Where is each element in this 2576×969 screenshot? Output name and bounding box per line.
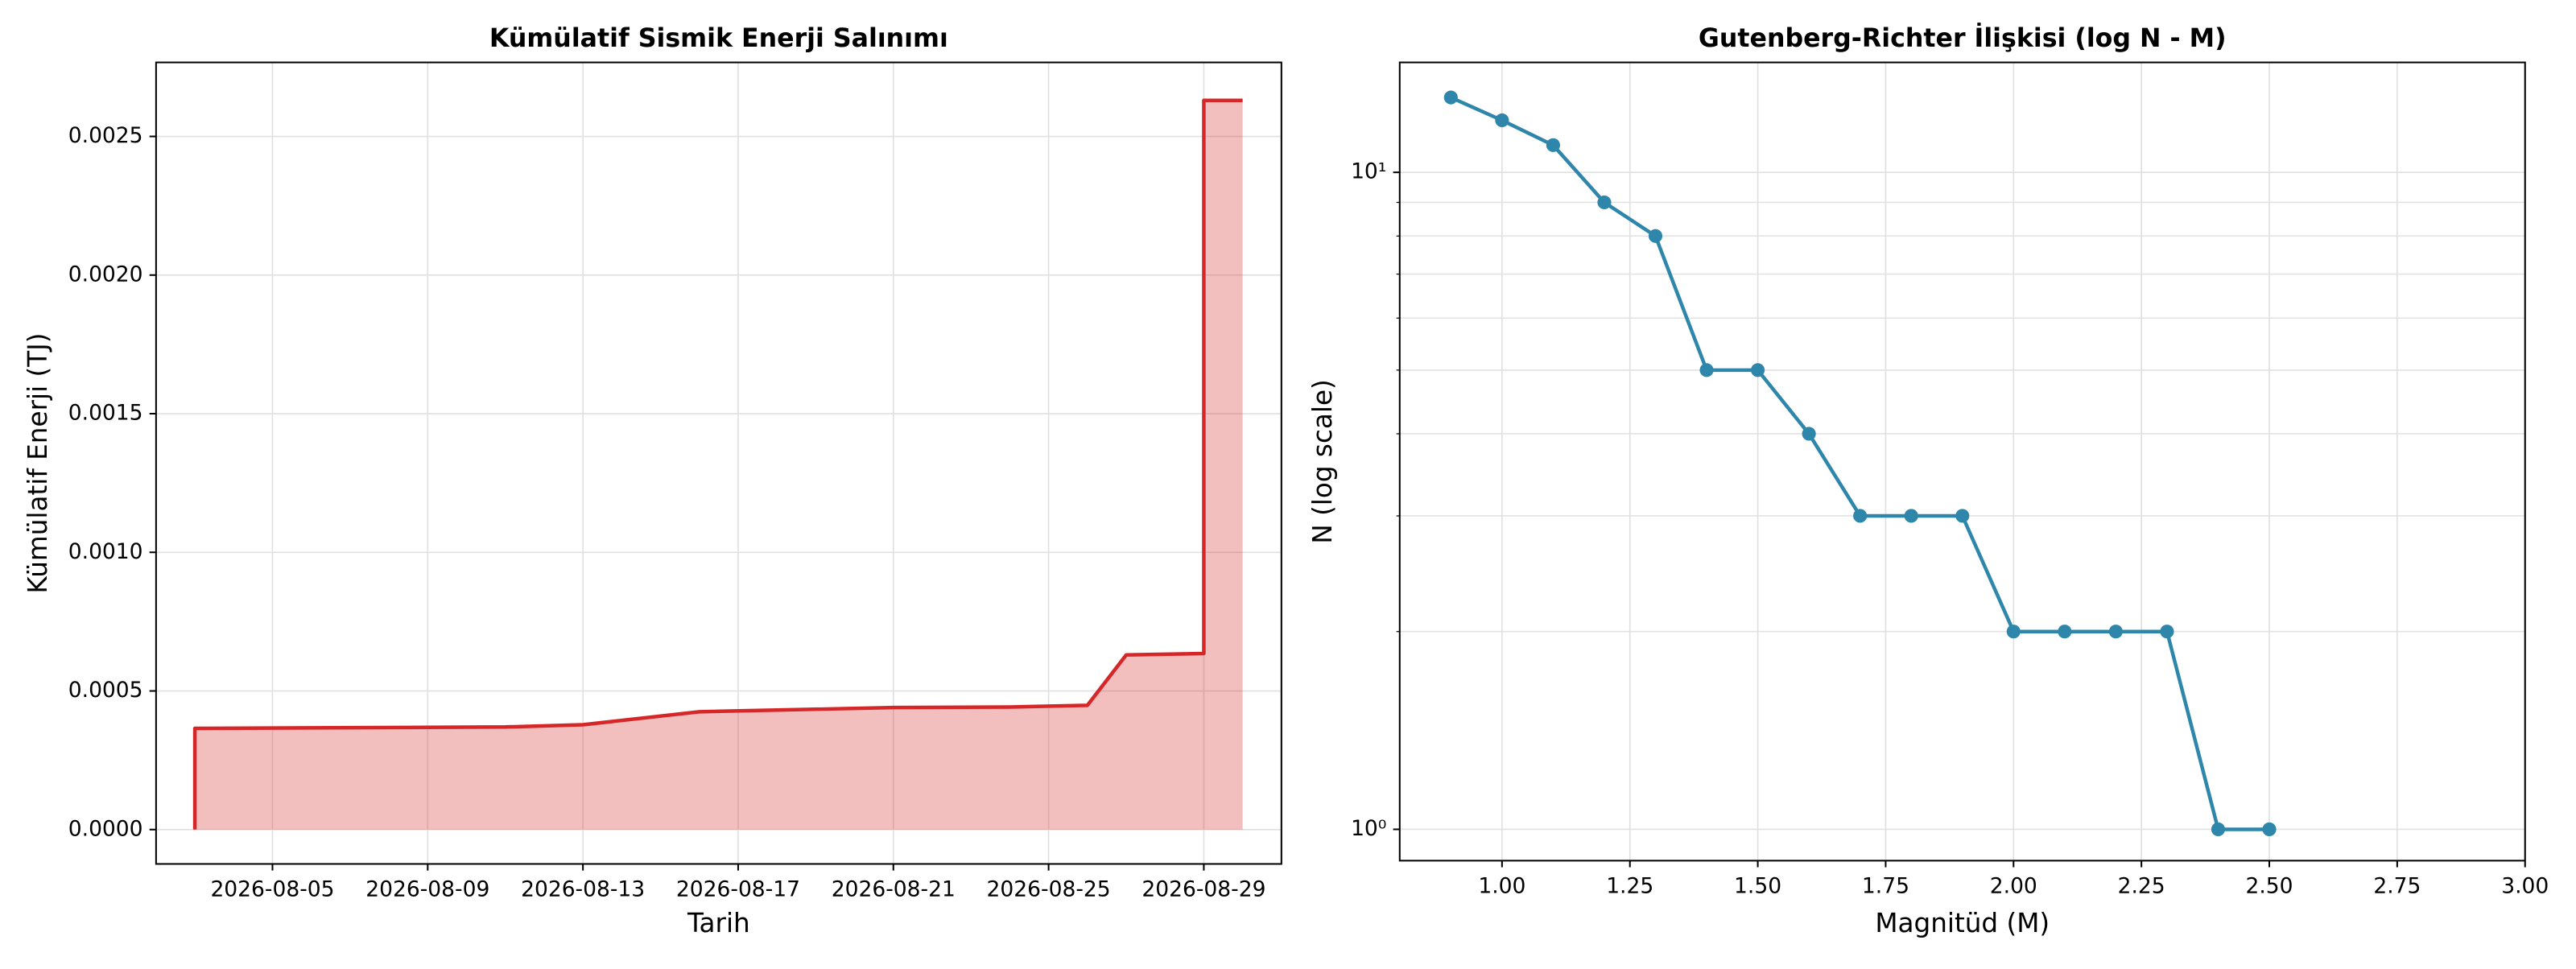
marker	[2262, 822, 2277, 837]
y-tick-label: 0.0015	[68, 401, 143, 426]
marker	[1955, 509, 1970, 523]
marker	[1751, 363, 1765, 377]
x-tick-label: 2026-08-25	[987, 877, 1111, 902]
y-axis-title: Kümülatif Enerji (TJ)	[23, 332, 53, 593]
marker	[1904, 509, 1918, 523]
y-tick-label: 10¹	[1351, 159, 1386, 184]
area	[195, 100, 1243, 830]
y-tick-label: 0.0025	[68, 123, 143, 148]
y-tick-label: 0.0020	[68, 262, 143, 287]
x-tick-label: 1.25	[1606, 874, 1653, 899]
x-tick-label: 2026-08-13	[521, 877, 645, 902]
x-tick-label: 1.75	[1862, 874, 1909, 899]
marker	[1802, 427, 1816, 441]
plot-frame	[1398, 61, 2526, 862]
marker	[2160, 625, 2174, 639]
x-axis-title: Tarih	[687, 908, 750, 938]
marker	[2058, 625, 2072, 639]
x-tick-label: 2026-08-21	[832, 877, 956, 902]
y-tick-label: 0.0010	[68, 539, 143, 564]
marker	[2108, 625, 2123, 639]
x-tick-label: 1.50	[1734, 874, 1781, 899]
x-tick-label: 2026-08-05	[210, 877, 334, 902]
line	[1450, 96, 2270, 831]
x-tick-label: 2.50	[2245, 874, 2293, 899]
line	[192, 98, 1243, 830]
y-tick-label: 0.0000	[68, 816, 143, 841]
y-axis-title: N (log scale)	[1307, 379, 1338, 544]
marker	[2006, 625, 2021, 639]
x-tick-label: 1.00	[1478, 874, 1525, 899]
marker	[1443, 90, 1458, 105]
x-axis-title: Magnitüd (M)	[1875, 908, 2050, 938]
chart-title: Kümülatif Sismik Enerji Salınımı	[489, 24, 948, 53]
marker	[2211, 822, 2226, 837]
x-tick-label: 2026-08-29	[1141, 877, 1265, 902]
x-tick-label: 2.75	[2373, 874, 2421, 899]
marker	[1546, 138, 1560, 152]
x-tick-label: 3.00	[2501, 874, 2549, 899]
marker	[1699, 363, 1714, 377]
x-tick-label: 2026-08-17	[676, 877, 800, 902]
chart-title: Gutenberg-Richter İlişkisi (log N - M)	[1699, 23, 2227, 53]
marker	[1648, 229, 1663, 243]
x-tick-label: 2026-08-09	[365, 877, 489, 902]
y-tick-label: 0.0005	[68, 678, 143, 703]
plot-frame	[155, 61, 1282, 865]
marker	[1597, 195, 1612, 210]
marker	[1495, 113, 1509, 128]
x-tick-label: 2.00	[1990, 874, 2037, 899]
y-tick-label: 10⁰	[1351, 816, 1386, 841]
x-tick-label: 2.25	[2118, 874, 2165, 899]
marker	[1853, 509, 1868, 523]
